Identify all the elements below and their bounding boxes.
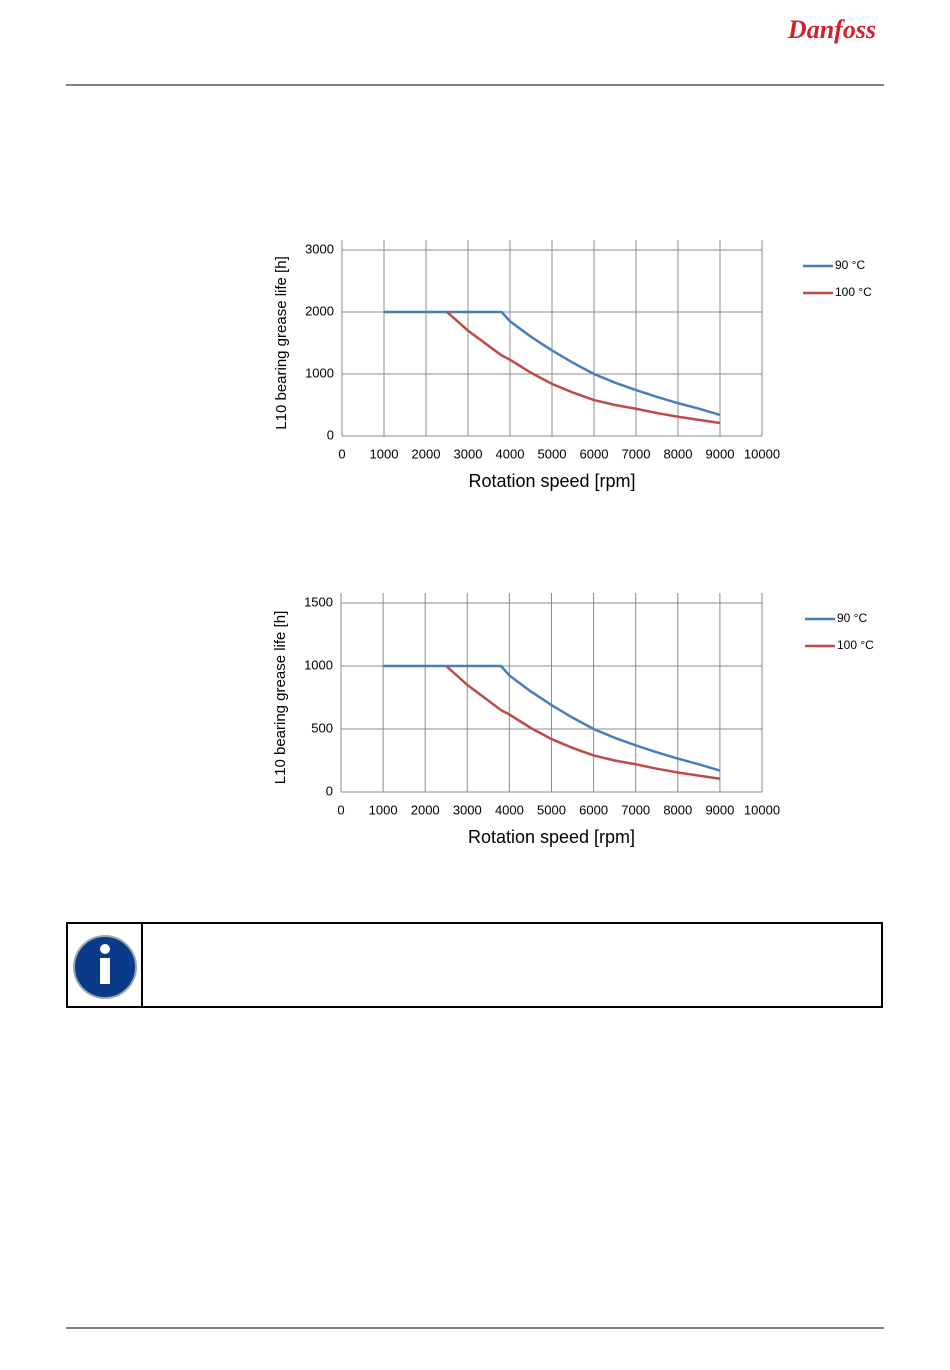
series-line bbox=[445, 665, 721, 781]
x-tick-label: 2000 bbox=[412, 446, 441, 461]
legend-label: 90 °C bbox=[837, 611, 867, 625]
x-tick-label: 6000 bbox=[580, 446, 609, 461]
x-tick-label: 0 bbox=[337, 802, 344, 817]
x-tick-label: 7000 bbox=[622, 446, 651, 461]
series-line bbox=[383, 664, 721, 772]
x-tick-label: 4000 bbox=[495, 802, 524, 817]
series-line bbox=[384, 310, 721, 417]
x-tick-label: 4000 bbox=[496, 446, 525, 461]
legend-label: 90 °C bbox=[835, 258, 865, 272]
info-box bbox=[66, 922, 883, 1008]
info-icon-bar bbox=[100, 958, 110, 984]
x-tick-label: 0 bbox=[338, 446, 345, 461]
y-tick-label: 0 bbox=[326, 783, 333, 798]
x-tick-label: 1000 bbox=[369, 802, 398, 817]
series-line bbox=[446, 311, 721, 425]
x-tick-label: 6000 bbox=[579, 802, 608, 817]
legend-label: 100 °C bbox=[837, 638, 874, 652]
x-tick-label: 5000 bbox=[537, 802, 566, 817]
x-tick-label: 10000 bbox=[744, 446, 780, 461]
x-tick-label: 3000 bbox=[454, 446, 483, 461]
x-tick-label: 10000 bbox=[744, 802, 780, 817]
x-tick-label: 5000 bbox=[538, 446, 567, 461]
x-tick-label: 7000 bbox=[621, 802, 650, 817]
x-axis-title: Rotation speed [rpm] bbox=[468, 471, 635, 491]
y-tick-label: 1000 bbox=[305, 365, 334, 380]
logo: Danfoss bbox=[787, 15, 876, 44]
x-tick-label: 3000 bbox=[453, 802, 482, 817]
y-axis-title: L10 bearing grease life [h] bbox=[273, 256, 290, 429]
info-icon-dot bbox=[100, 944, 110, 954]
y-tick-label: 1000 bbox=[304, 657, 333, 672]
x-tick-label: 8000 bbox=[664, 446, 693, 461]
y-axis-title: L10 bearing grease life [h] bbox=[272, 611, 289, 784]
legend-label: 100 °C bbox=[835, 285, 872, 299]
x-tick-label: 8000 bbox=[663, 802, 692, 817]
y-tick-label: 2000 bbox=[305, 303, 334, 318]
y-tick-label: 500 bbox=[311, 720, 333, 735]
x-tick-label: 9000 bbox=[705, 802, 734, 817]
y-tick-label: 3000 bbox=[305, 241, 334, 256]
y-tick-label: 0 bbox=[327, 427, 334, 442]
x-axis-title: Rotation speed [rpm] bbox=[468, 827, 635, 847]
y-tick-label: 1500 bbox=[304, 594, 333, 609]
x-tick-label: 2000 bbox=[411, 802, 440, 817]
x-tick-label: 1000 bbox=[370, 446, 399, 461]
x-tick-label: 9000 bbox=[706, 446, 735, 461]
